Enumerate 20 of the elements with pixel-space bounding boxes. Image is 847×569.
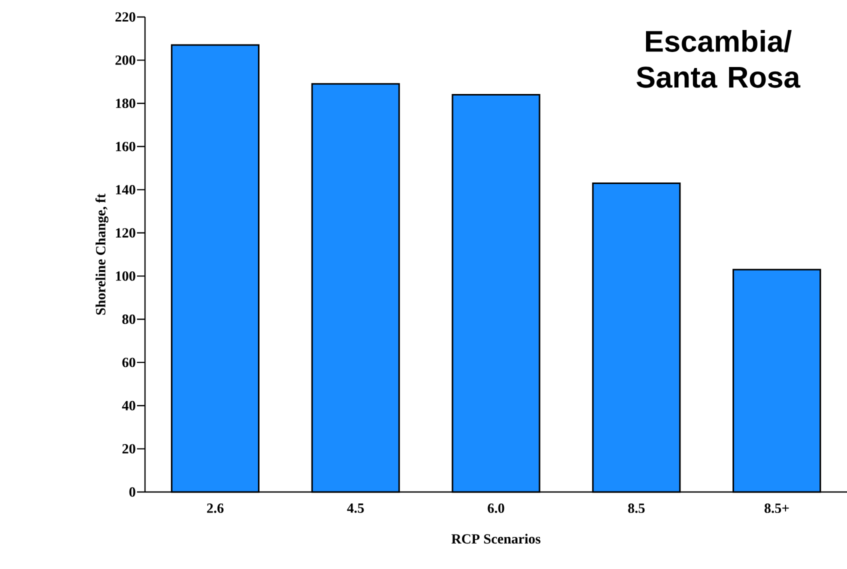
y-tick-label: 140	[116, 185, 136, 194]
y-tick-label: 220	[115, 12, 136, 22]
x-tick-label: 4.5	[347, 504, 364, 513]
y-tick-label: 20	[122, 444, 136, 454]
x-axis-title: RCP Scenarios	[451, 534, 540, 544]
y-tick-label: 40	[122, 400, 136, 410]
x-tick-label: 2.6	[207, 504, 224, 513]
y-tick-label: 120	[116, 228, 136, 238]
y-tick-label: 60	[122, 358, 136, 368]
x-tick-label: 8.5+	[764, 504, 789, 513]
y-tick-label: 80	[122, 314, 136, 324]
x-tick-label: 8.5	[628, 504, 645, 513]
y-tick-label: 160	[116, 142, 136, 152]
y-axis-title: Shoreline Change, ft	[95, 194, 108, 315]
text: Escambia/ Santa Rosa	[636, 30, 800, 88]
y-tick-label: 0	[129, 487, 136, 497]
x-tick-label: 6.0	[488, 504, 504, 513]
y-tick-label: 100	[116, 271, 136, 281]
y-tick-label: 200	[115, 55, 136, 65]
y-tick-label: 180	[116, 98, 136, 108]
